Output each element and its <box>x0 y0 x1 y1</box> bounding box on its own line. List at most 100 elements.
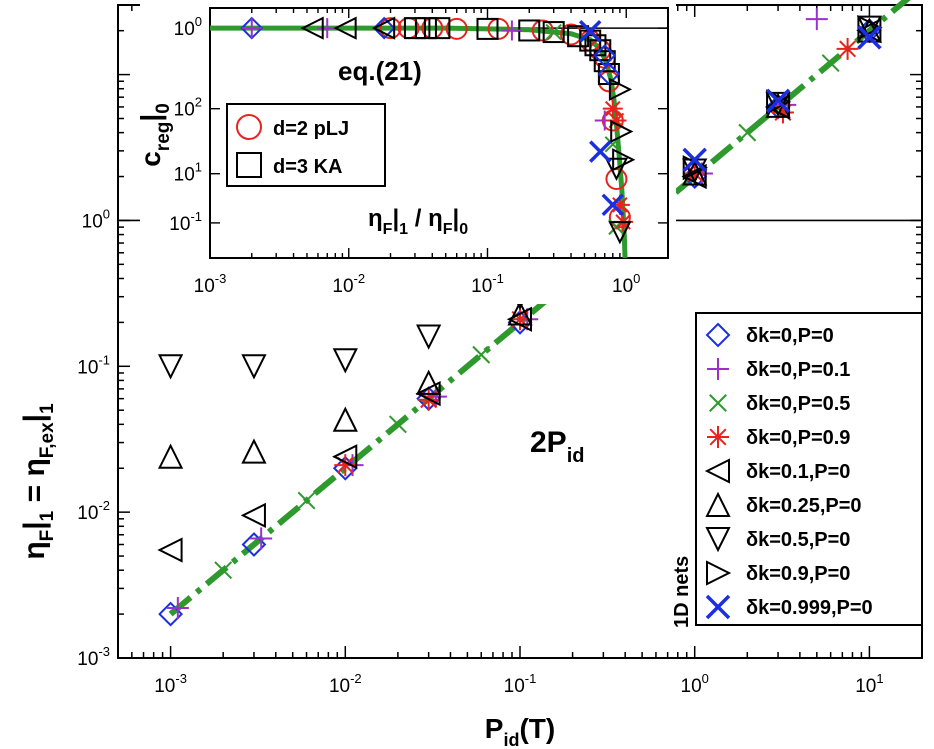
legend-entry: δk=0.999,P=0 <box>746 597 873 619</box>
data-point <box>821 54 840 72</box>
data-point <box>157 354 184 380</box>
inset-legend <box>226 103 386 187</box>
triangle-shape <box>416 324 442 350</box>
diamond-shape <box>372 16 396 40</box>
inset-data-point <box>445 17 468 40</box>
triangle-shape <box>604 157 629 181</box>
text-part: 10 <box>612 276 633 297</box>
star-stroke <box>839 40 857 58</box>
text-part: -3 <box>175 671 187 686</box>
legend-entry: δk=0,P=0.1 <box>746 359 850 381</box>
inset-data-point <box>542 21 565 44</box>
text-part: (T) <box>519 713 555 744</box>
data-point <box>805 8 828 31</box>
inset-x-tick-label: 100 <box>612 271 640 297</box>
text-part: -2 <box>350 671 362 686</box>
triangle-shape <box>371 16 396 40</box>
y-tick-label: 10-3 <box>77 644 110 670</box>
inset-data-point <box>608 221 632 245</box>
triangle-shape <box>705 527 731 553</box>
text-part: / η <box>408 205 443 232</box>
text-part: η <box>18 541 51 559</box>
data-point <box>682 160 708 186</box>
x-stroke <box>738 123 757 142</box>
inset-data-point <box>612 148 636 172</box>
x-tick-label: 100 <box>681 671 709 697</box>
text-part: 10 <box>77 357 98 378</box>
text-part: -2 <box>354 271 366 286</box>
y-axis-label: ηF|1 = ηF,ex|1 <box>18 403 58 560</box>
main-legend <box>695 312 923 626</box>
text-part: -3 <box>215 271 227 286</box>
legend-marker <box>705 491 731 517</box>
legend-entry: δk=0,P=0.5 <box>746 393 850 415</box>
text-part: 10 <box>77 503 98 524</box>
diamond-shape <box>705 322 731 348</box>
text-part: | <box>18 414 51 422</box>
data-point <box>856 15 883 41</box>
inset-data-point <box>414 17 437 40</box>
legend-entry: δk=0.9,P=0 <box>746 563 850 585</box>
triangle-shape <box>766 89 792 115</box>
inset-y-tick-label: 101 <box>174 160 202 186</box>
inset-data-point <box>379 17 402 40</box>
text-part: F <box>383 221 393 238</box>
square-shape <box>414 17 437 40</box>
x-tick-label: 101 <box>855 671 883 697</box>
inset-legend-marker <box>236 152 262 178</box>
inset-data-point <box>371 16 396 40</box>
cross-stroke <box>601 193 625 217</box>
cross-stroke <box>589 140 612 163</box>
data-point <box>240 502 266 529</box>
legend-marker <box>706 560 732 586</box>
triangle-shape <box>241 354 267 380</box>
inset-x-tick-label: 10-2 <box>332 271 365 297</box>
inset-data-point <box>589 140 612 163</box>
text-part: 1 <box>195 160 202 175</box>
x-stroke <box>214 561 233 580</box>
inset-data-point <box>333 16 357 40</box>
annotation-2pid: 2Pid <box>530 426 584 467</box>
triangle-shape <box>333 16 357 40</box>
text-part: 10 <box>855 676 876 697</box>
cross-stroke <box>682 147 707 173</box>
text-part: F <box>37 530 58 542</box>
text-part: 0 <box>459 221 468 238</box>
inset-data-point <box>372 16 396 40</box>
text-part: 10 <box>174 100 195 121</box>
text-part: 1 <box>876 671 883 686</box>
legend-entry: δk=0.5,P=0 <box>746 529 850 551</box>
text-part: 0 <box>633 271 640 286</box>
legend-marker <box>705 594 731 620</box>
legend-entry: δk=0,P=0.9 <box>746 427 850 449</box>
triangle-shape <box>300 16 324 40</box>
triangle-shape <box>157 354 184 380</box>
diamond-shape <box>593 44 617 67</box>
cross-stroke <box>765 88 791 114</box>
text-part: 0 <box>153 103 174 114</box>
inset-legend-entry: d=2 pLJ <box>273 118 349 140</box>
text-part: 10 <box>471 276 492 297</box>
triangle-shape <box>612 148 636 172</box>
square-shape <box>428 17 451 40</box>
data-point <box>157 537 183 563</box>
inset-x-tick-label: 10-1 <box>471 271 504 297</box>
cross-stroke <box>705 594 731 620</box>
inset-data-point <box>501 20 522 41</box>
data-point <box>416 324 442 350</box>
text-part: 10 <box>169 214 190 235</box>
triangle-shape <box>240 502 266 529</box>
text-part: 10 <box>82 211 103 232</box>
data-point <box>857 25 882 50</box>
inset-data-point <box>610 119 634 144</box>
legend-entry: δk=0,P=0 <box>746 325 834 347</box>
square-shape <box>542 21 565 44</box>
data-point <box>682 147 707 173</box>
text-part: = η <box>18 458 51 511</box>
triangle-shape <box>610 119 634 144</box>
text-part: F,ex <box>37 422 58 458</box>
square-shape <box>476 17 499 40</box>
legend-marker <box>707 426 729 448</box>
data-point <box>157 443 184 469</box>
y-tick-label: 100 <box>82 206 110 232</box>
